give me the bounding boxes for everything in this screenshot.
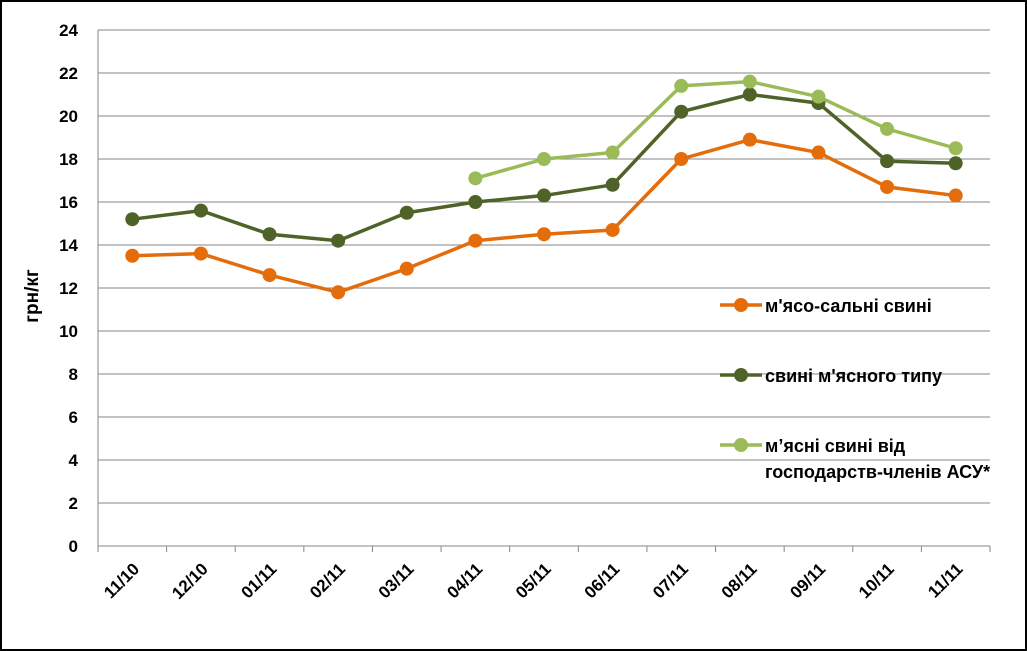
- data-point: [948, 188, 963, 203]
- data-point: [948, 156, 963, 171]
- data-point: [605, 222, 620, 237]
- data-point: [605, 145, 620, 160]
- y-tick-label: 4: [69, 451, 79, 470]
- data-point: [674, 78, 689, 93]
- y-tick-label: 12: [59, 279, 78, 298]
- y-tick-label: 6: [69, 408, 78, 427]
- x-tick-label: 11/10: [100, 559, 143, 602]
- legend-label-2: господарств-членів АСУ*: [765, 462, 990, 482]
- data-point: [674, 152, 689, 166]
- legend-label-0: м'ясо-сальні свині: [765, 296, 932, 316]
- data-point: [262, 227, 277, 242]
- data-point: [468, 233, 483, 248]
- data-point: [811, 145, 826, 160]
- data-point: [880, 121, 895, 136]
- data-point: [262, 268, 277, 283]
- x-tick-label: 07/11: [649, 559, 692, 602]
- data-point: [537, 188, 551, 203]
- data-point: [399, 205, 414, 220]
- series-line-2: [474, 79, 957, 181]
- y-tick-label: 24: [59, 21, 78, 40]
- y-tick-label: 2: [69, 494, 78, 513]
- data-point: [468, 195, 483, 209]
- x-tick-label: 12/10: [168, 559, 212, 603]
- legend-marker-2: [734, 438, 748, 452]
- data-point: [193, 246, 208, 261]
- x-tick-label: 10/11: [855, 559, 898, 602]
- y-axis-label: грн/кг: [22, 269, 43, 323]
- y-tick-label: 0: [69, 537, 78, 556]
- data-point: [948, 141, 963, 156]
- x-tick-label: 11/11: [924, 559, 966, 601]
- x-tick-label: 09/11: [786, 559, 829, 602]
- y-tick-label: 22: [59, 64, 78, 83]
- x-tick-label: 03/11: [375, 559, 418, 602]
- legend-marker-0: [734, 298, 748, 312]
- x-tick-label: 02/11: [306, 559, 349, 602]
- data-point: [537, 227, 551, 242]
- data-point: [125, 212, 140, 227]
- x-tick-label: 08/11: [718, 559, 761, 602]
- data-point: [880, 179, 895, 194]
- data-point: [880, 154, 895, 169]
- data-point: [742, 74, 757, 89]
- y-tick-label: 20: [59, 107, 78, 126]
- data-point: [468, 171, 483, 186]
- data-point: [605, 177, 620, 192]
- data-point: [537, 152, 551, 166]
- data-point: [399, 261, 414, 276]
- data-point: [742, 132, 757, 147]
- x-tick-label: 05/11: [512, 559, 555, 602]
- y-tick-label: 16: [59, 193, 78, 212]
- legend-label-2: м’ясні свині від: [765, 436, 906, 456]
- y-tick-label: 18: [59, 150, 78, 169]
- x-tick-label: 01/11: [238, 559, 281, 602]
- data-point: [331, 285, 346, 300]
- y-tick-label: 8: [69, 365, 78, 384]
- legend-label-1: свині м'ясного типу: [765, 366, 942, 386]
- y-tick-label: 14: [59, 236, 78, 255]
- data-point: [125, 248, 140, 263]
- legend-marker-1: [734, 368, 748, 382]
- data-point: [811, 89, 826, 104]
- x-tick-label: 04/11: [443, 559, 486, 602]
- data-point: [331, 233, 346, 248]
- y-tick-label: 10: [59, 322, 78, 341]
- data-point: [674, 104, 689, 119]
- x-tick-label: 06/11: [581, 559, 624, 602]
- data-point: [193, 203, 208, 218]
- data-point: [742, 87, 757, 102]
